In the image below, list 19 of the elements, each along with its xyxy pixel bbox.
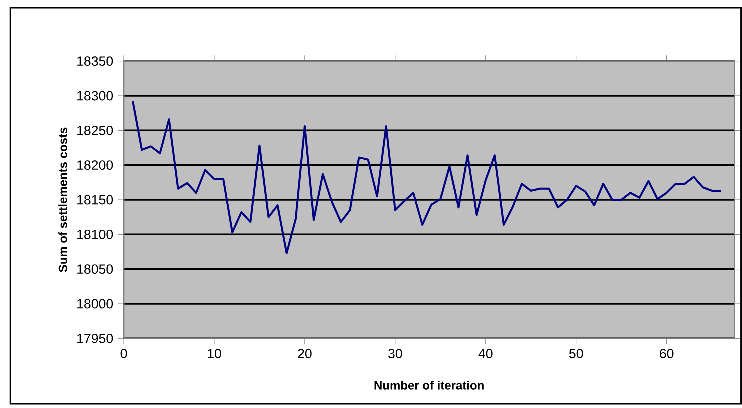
- y-axis-title: Sum of settlements costs: [58, 128, 68, 272]
- y-tick-label: 18100: [78, 230, 114, 240]
- y-tick-label: 18350: [78, 56, 114, 66]
- y-tick-label: 18150: [78, 195, 114, 205]
- x-tick-label: 0: [120, 349, 128, 359]
- x-tick-label: 10: [208, 349, 222, 359]
- x-tick-label: 60: [660, 349, 674, 359]
- y-tick-label: 17950: [78, 334, 114, 344]
- y-tick-label: 18050: [78, 264, 114, 274]
- x-tick-label: 40: [478, 349, 493, 359]
- x-axis-title: Number of iteration: [374, 380, 484, 390]
- x-tick-label: 30: [388, 349, 402, 359]
- y-tick-label: 18000: [78, 299, 114, 309]
- line-series: [132, 100, 722, 254]
- y-tick-label: 18300: [78, 91, 114, 101]
- y-tick-label: 18250: [78, 126, 114, 136]
- x-tick-label: 20: [298, 349, 312, 359]
- x-tick-label: 50: [569, 349, 584, 359]
- y-tick-label: 18200: [78, 160, 114, 170]
